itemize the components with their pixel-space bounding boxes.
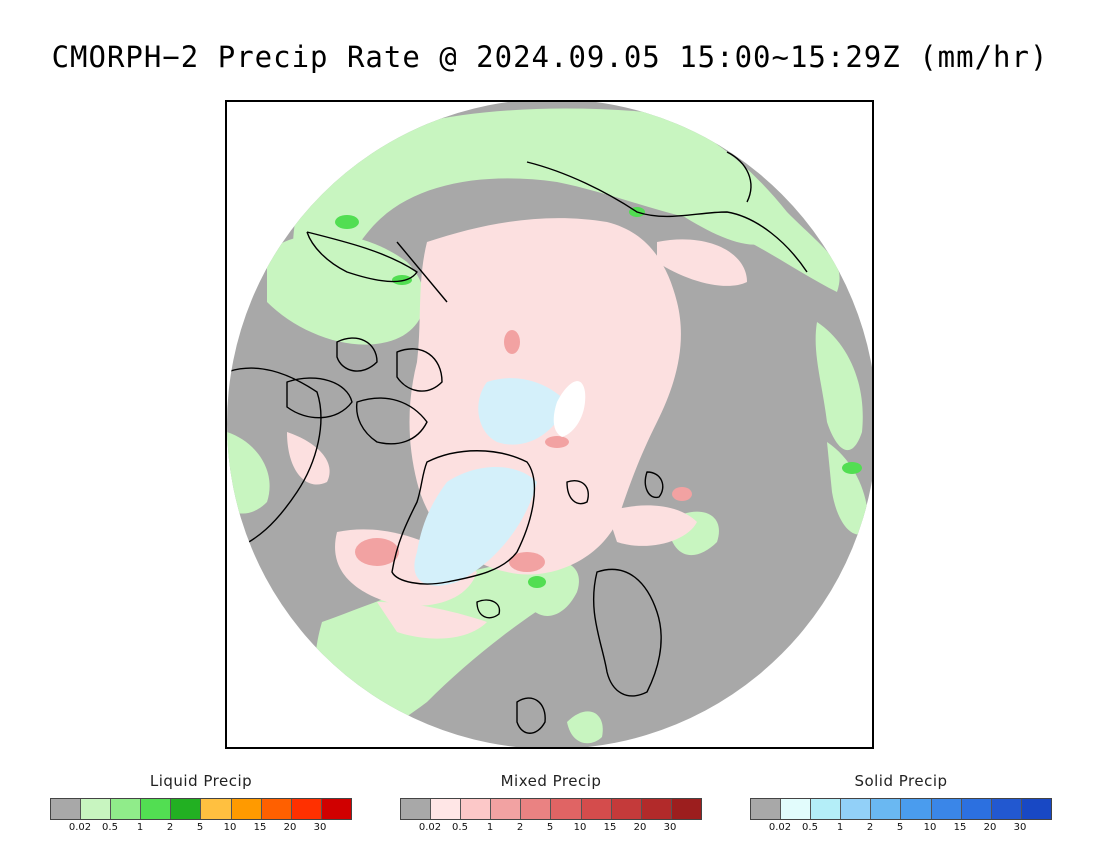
legend-tick-label: 2 <box>166 822 174 833</box>
legend-tick-label: 10 <box>923 822 937 833</box>
legend-tick-label: 10 <box>223 822 237 833</box>
legend-swatch <box>871 799 902 819</box>
legend-title: Mixed Precip <box>500 772 602 790</box>
polar-map-frame <box>225 100 874 749</box>
legend-swatch <box>671 799 701 819</box>
legend-solid-precip: Solid Precip 0.02 0.5 1 2 5 10 15 20 30 <box>750 772 1052 836</box>
legend-swatch <box>901 799 932 819</box>
legend-swatch <box>461 799 492 819</box>
legend-swatch <box>111 799 142 819</box>
polar-precip-map <box>227 102 872 747</box>
legend-title: Solid Precip <box>854 772 948 790</box>
legend-swatch <box>551 799 582 819</box>
mixed-precip-moderate <box>355 330 692 572</box>
legend-swatch <box>201 799 232 819</box>
legend-swatch <box>811 799 842 819</box>
legend-swatch <box>581 799 612 819</box>
legend-tick-label: 2 <box>516 822 524 833</box>
legend-tick-label: 0.02 <box>418 822 442 833</box>
legend-swatch <box>81 799 112 819</box>
legend-swatch <box>261 799 292 819</box>
legend-mixed-precip: Mixed Precip 0.02 0.5 1 2 5 10 15 20 30 <box>400 772 702 836</box>
legend-tick-label: 15 <box>953 822 967 833</box>
legend-ticks: 0.02 0.5 1 2 5 10 15 20 30 <box>50 822 350 836</box>
snow-white-core <box>553 381 586 437</box>
legend-ticks: 0.02 0.5 1 2 5 10 15 20 30 <box>750 822 1050 836</box>
legend-swatch <box>401 799 432 819</box>
legend-liquid-precip: Liquid Precip 0.02 0.5 1 2 5 10 15 20 30 <box>50 772 352 836</box>
map-title: CMORPH−2 Precip Rate @ 2024.09.05 15:00~… <box>51 40 1049 74</box>
legend-swatch <box>611 799 642 819</box>
legend-tick-label: 0.5 <box>102 822 118 833</box>
legend-swatch <box>841 799 872 819</box>
legend-ticks: 0.02 0.5 1 2 5 10 15 20 30 <box>400 822 700 836</box>
legend-title: Liquid Precip <box>149 772 253 790</box>
legend-swatches <box>400 798 702 820</box>
legend-swatch <box>231 799 262 819</box>
legend-swatch <box>751 799 782 819</box>
legend-swatch <box>431 799 462 819</box>
legend-tick-label: 15 <box>253 822 267 833</box>
legend-swatch <box>491 799 522 819</box>
legend-tick-label: 30 <box>1013 822 1027 833</box>
legend-tick-label: 20 <box>633 822 647 833</box>
legend-swatch <box>1021 799 1051 819</box>
legend-swatch <box>641 799 672 819</box>
legend-tick-label: 10 <box>573 822 587 833</box>
legend-swatch <box>961 799 992 819</box>
legend-tick-label: 0.5 <box>802 822 818 833</box>
legend-swatch <box>321 799 351 819</box>
liquid-precip-areas <box>227 108 868 747</box>
legend-tick-label: 5 <box>196 822 204 833</box>
legend-swatch <box>51 799 82 819</box>
liquid-precip-heavy <box>335 207 862 588</box>
legend-tick-label: 20 <box>983 822 997 833</box>
solid-precip-areas <box>414 378 567 586</box>
legend-swatches <box>750 798 1052 820</box>
coastlines <box>227 151 808 734</box>
legend-swatch <box>291 799 322 819</box>
legend-swatch <box>171 799 202 819</box>
legend-tick-label: 1 <box>136 822 144 833</box>
legend-swatch <box>141 799 172 819</box>
legend-swatch <box>991 799 1022 819</box>
legend-tick-label: 1 <box>486 822 494 833</box>
legend-swatch <box>521 799 552 819</box>
legend-swatch <box>781 799 812 819</box>
legend-tick-label: 30 <box>663 822 677 833</box>
legend-tick-label: 5 <box>896 822 904 833</box>
legend-tick-label: 0.02 <box>68 822 92 833</box>
legend-tick-label: 2 <box>866 822 874 833</box>
legend-tick-label: 30 <box>313 822 327 833</box>
legend-tick-label: 0.5 <box>452 822 468 833</box>
legend-tick-label: 0.02 <box>768 822 792 833</box>
legend-swatches <box>50 798 352 820</box>
legend-swatch <box>931 799 962 819</box>
legend-tick-label: 15 <box>603 822 617 833</box>
legend-tick-label: 1 <box>836 822 844 833</box>
legend-tick-label: 20 <box>283 822 297 833</box>
legend-tick-label: 5 <box>546 822 554 833</box>
